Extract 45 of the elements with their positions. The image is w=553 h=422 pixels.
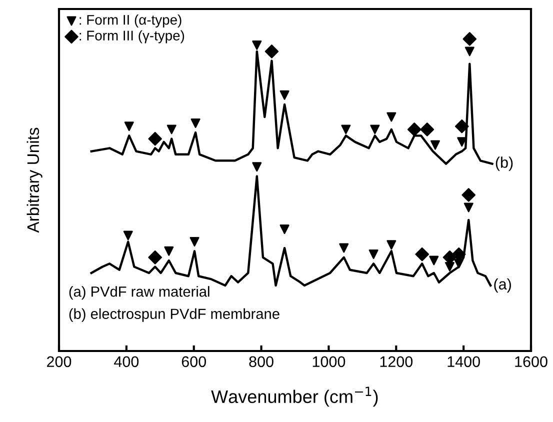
x-tick-label: 800 [249, 356, 274, 368]
point [464, 46, 474, 56]
point [454, 119, 469, 134]
point [430, 140, 440, 150]
y-axis-title: Arbitrary Units [26, 128, 42, 233]
series-label: (a) [494, 278, 511, 293]
point [166, 124, 176, 134]
point [339, 243, 349, 253]
series-label: (b) [496, 156, 513, 171]
x-tick-label: 600 [182, 356, 206, 368]
point [124, 122, 134, 132]
x-tick-label: 400 [114, 356, 139, 368]
point [415, 247, 430, 262]
legend-label: : Form III (γ-type) [80, 30, 184, 44]
x-tick-label: 1400 [448, 356, 480, 368]
x-tick-label: 200 [47, 356, 72, 368]
x-tick-label: 1600 [515, 356, 548, 368]
point [252, 40, 262, 50]
point [407, 122, 422, 136]
annotation: (b) electrospun PVdF membrane [69, 308, 280, 322]
point [123, 230, 133, 240]
point [190, 118, 200, 128]
point [386, 240, 396, 250]
x-tick-label: 1000 [312, 356, 346, 368]
point [148, 132, 162, 146]
point [264, 44, 279, 58]
point [462, 32, 477, 46]
point [420, 122, 434, 136]
point [341, 124, 351, 134]
point [280, 224, 290, 234]
point [429, 256, 439, 266]
point [190, 237, 200, 247]
point [370, 124, 380, 134]
point [164, 246, 174, 256]
x-axis-title: Wavenumber (cm$^{−1}$) [211, 386, 378, 407]
legend-label: : Form II (α-type) [80, 14, 182, 28]
point [368, 250, 378, 260]
x-tick-label: 1200 [380, 356, 413, 368]
point [462, 188, 476, 202]
point [280, 90, 290, 100]
point [148, 250, 162, 264]
annotation: (a) PVdF raw material [69, 286, 210, 300]
point [464, 202, 474, 212]
point [386, 112, 396, 122]
point [252, 162, 262, 172]
